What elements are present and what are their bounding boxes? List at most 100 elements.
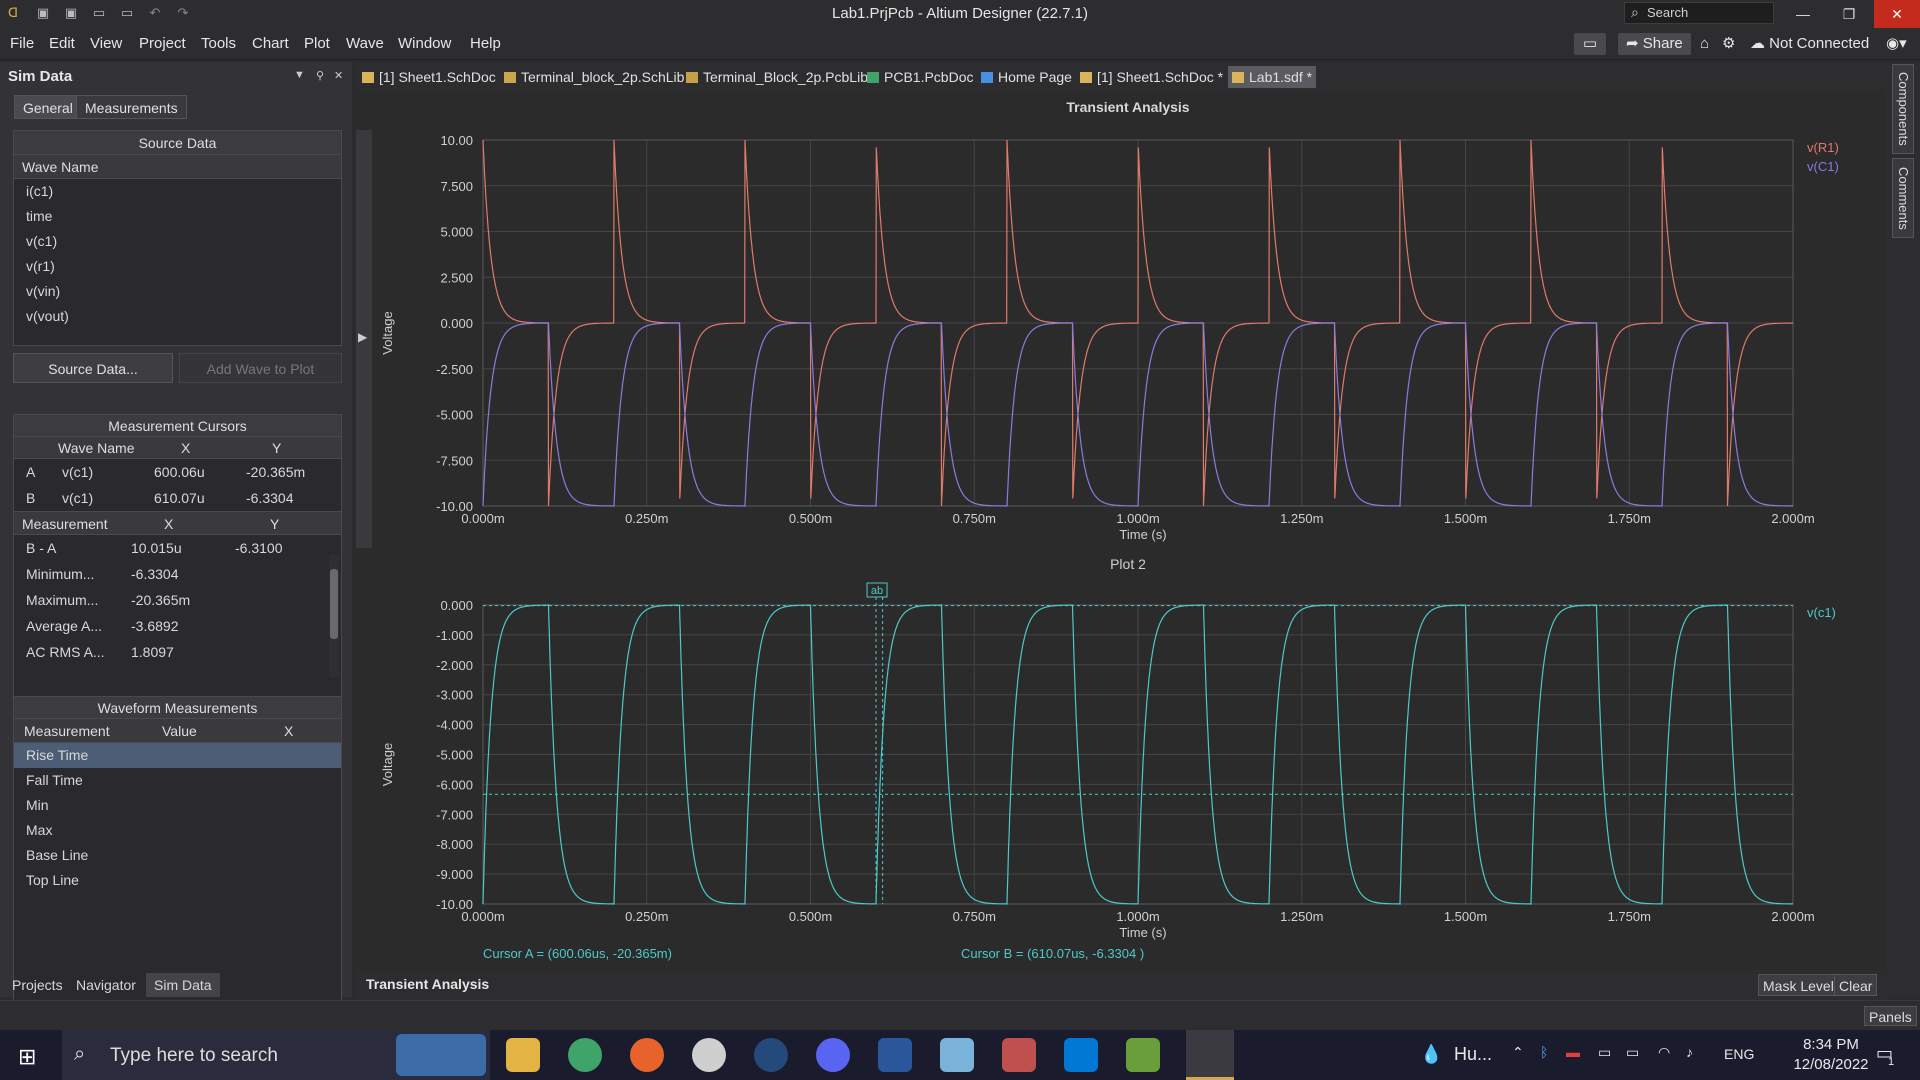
menu-edit[interactable]: Edit bbox=[49, 35, 75, 52]
menu-window[interactable]: Window bbox=[398, 35, 452, 52]
steam-icon[interactable] bbox=[754, 1038, 788, 1072]
chevron-up-icon[interactable]: ⌃ bbox=[1512, 1044, 1524, 1060]
clock-date[interactable]: 12/08/2022 bbox=[1793, 1056, 1869, 1073]
list-item[interactable]: time bbox=[26, 208, 53, 224]
home-icon[interactable]: ⌂ bbox=[1700, 35, 1710, 52]
undo-icon[interactable]: ↶ bbox=[149, 5, 161, 20]
display-icon[interactable]: ▭ bbox=[1598, 1044, 1612, 1060]
list-item[interactable]: Top Line bbox=[26, 872, 79, 888]
table-row[interactable]: Maximum... -20.365m bbox=[26, 592, 191, 608]
scrollbar-thumb[interactable] bbox=[330, 569, 338, 639]
search-input[interactable]: ⌕ Search bbox=[1624, 2, 1774, 24]
clear-button[interactable]: Clear bbox=[1834, 974, 1878, 996]
pin-icon[interactable]: ⚲ bbox=[316, 70, 325, 82]
volume-icon[interactable]: ♪ bbox=[1686, 1044, 1693, 1060]
file-explorer-icon[interactable] bbox=[506, 1038, 540, 1072]
table-row[interactable]: AC RMS A... 1.8097 bbox=[26, 644, 174, 660]
doc-tab-schlib[interactable]: Terminal_block_2p.SchLib bbox=[504, 66, 684, 88]
chatgpt-icon[interactable] bbox=[568, 1038, 602, 1072]
clock-time[interactable]: 8:34 PM bbox=[1803, 1036, 1859, 1053]
chart-area[interactable]: Transient Analysis 0.000m 0.250m 0.500m 0.75… bbox=[372, 92, 1882, 970]
firefox-icon[interactable] bbox=[630, 1038, 664, 1072]
doc-tab-sheet1-modified[interactable]: [1] Sheet1.SchDoc * bbox=[1080, 66, 1223, 88]
minimize-button[interactable]: — bbox=[1796, 6, 1810, 22]
share-button[interactable]: ➦ Share bbox=[1618, 33, 1691, 55]
table-row[interactable]: Minimum... -6.3304 bbox=[26, 566, 179, 582]
doc-tab-pcblib[interactable]: Terminal_Block_2p.PcbLib bbox=[686, 66, 868, 88]
list-item[interactable]: v(c1) bbox=[26, 233, 58, 249]
save-all-icon[interactable]: ▣ bbox=[64, 5, 78, 20]
menu-plot[interactable]: Plot bbox=[304, 35, 330, 52]
redo-icon[interactable]: ↷ bbox=[177, 5, 189, 20]
bluetooth-icon[interactable]: ᛒ bbox=[1540, 1044, 1549, 1060]
wave-name-header[interactable]: Wave Name bbox=[14, 155, 341, 179]
transient-analysis-tab[interactable]: Transient Analysis bbox=[366, 976, 490, 992]
panel-splitter[interactable]: ▶ bbox=[356, 130, 372, 548]
menu-chart[interactable]: Chart bbox=[252, 35, 289, 52]
feedback-icon[interactable]: ▭ bbox=[1574, 33, 1606, 55]
table-row[interactable]: Average A... -3.6892 bbox=[26, 618, 179, 634]
list-item[interactable]: v(r1) bbox=[26, 258, 55, 274]
list-item[interactable]: v(vout) bbox=[26, 308, 69, 324]
waveform-chart[interactable]: Transient Analysis 0.000m 0.250m 0.500m 0.75… bbox=[372, 92, 1882, 970]
open-project-icon[interactable]: ▭ bbox=[120, 5, 134, 20]
components-tab[interactable]: Components bbox=[1892, 64, 1914, 154]
doc-tab-lab1-sdf[interactable]: Lab1.sdf * bbox=[1228, 66, 1317, 88]
mask-level-button[interactable]: Mask Level bbox=[1758, 974, 1839, 996]
altium-taskbar-icon[interactable] bbox=[1186, 1030, 1234, 1080]
open-icon[interactable]: ▭ bbox=[92, 5, 106, 20]
list-item[interactable]: v(vin) bbox=[26, 283, 61, 299]
connection-status[interactable]: ☁ Not Connected bbox=[1750, 35, 1870, 52]
restore-button[interactable]: ❐ bbox=[1842, 6, 1856, 22]
menu-file[interactable]: File bbox=[10, 35, 35, 52]
source-data-button[interactable]: Source Data... bbox=[13, 353, 173, 383]
menu-view[interactable]: View bbox=[90, 35, 123, 52]
panel-menu-icon[interactable]: ▼ bbox=[294, 69, 305, 81]
table-row[interactable]: B - A 10.015u -6.3100 bbox=[26, 540, 283, 556]
weather-text[interactable]: Hu... bbox=[1454, 1044, 1493, 1064]
settings-icon[interactable]: ⚙ bbox=[1722, 35, 1736, 52]
comments-tab[interactable]: Comments bbox=[1892, 158, 1914, 238]
language-indicator[interactable]: ENG bbox=[1724, 1046, 1755, 1062]
list-item[interactable]: Min bbox=[26, 797, 49, 813]
add-wave-button[interactable]: Add Wave to Plot bbox=[179, 353, 342, 383]
close-button[interactable]: ✕ bbox=[1874, 0, 1920, 28]
expand-arrow-icon[interactable]: ▶ bbox=[358, 330, 368, 344]
doc-tab-pcb[interactable]: PCB1.PcbDoc bbox=[867, 66, 973, 88]
vscode-icon[interactable] bbox=[1064, 1038, 1098, 1072]
menu-help[interactable]: Help bbox=[470, 35, 501, 52]
tab-general[interactable]: General bbox=[14, 95, 82, 119]
git-icon[interactable] bbox=[1002, 1038, 1036, 1072]
list-item[interactable]: i(c1) bbox=[26, 183, 54, 199]
menu-wave[interactable]: Wave bbox=[346, 35, 384, 52]
measurement-scrollbar[interactable] bbox=[329, 555, 339, 677]
table-row[interactable]: A v(c1) 600.06u -20.365m bbox=[26, 464, 306, 480]
meter-icon[interactable]: ▬ bbox=[1566, 1044, 1580, 1060]
tab-projects[interactable]: Projects bbox=[12, 977, 63, 993]
list-item[interactable]: Max bbox=[26, 822, 53, 838]
app-icon[interactable] bbox=[692, 1038, 726, 1072]
panel-close-icon[interactable]: ✕ bbox=[334, 70, 344, 82]
doc-tab-sheet1[interactable]: [1] Sheet1.SchDoc bbox=[362, 66, 496, 88]
list-item[interactable]: Rise Time bbox=[14, 743, 341, 768]
notes-icon[interactable] bbox=[940, 1038, 974, 1072]
discord-icon[interactable] bbox=[816, 1038, 850, 1072]
panels-button[interactable]: Panels bbox=[1864, 1006, 1917, 1026]
doc-tab-home[interactable]: Home Page bbox=[981, 66, 1072, 88]
list-item[interactable]: Fall Time bbox=[26, 772, 83, 788]
save-icon[interactable]: ▣ bbox=[36, 5, 50, 20]
word-icon[interactable] bbox=[878, 1038, 912, 1072]
menu-project[interactable]: Project bbox=[139, 35, 186, 52]
tab-measurements[interactable]: Measurements bbox=[76, 95, 187, 119]
wifi-icon[interactable]: ◠ bbox=[1658, 1044, 1671, 1060]
table-row[interactable]: B v(c1) 610.07u -6.3304 bbox=[26, 490, 294, 506]
battery-icon[interactable]: ▭ bbox=[1626, 1044, 1640, 1060]
tab-navigator[interactable]: Navigator bbox=[76, 977, 136, 993]
menu-tools[interactable]: Tools bbox=[201, 35, 237, 52]
taskbar-search[interactable]: ⌕ Type here to search bbox=[62, 1030, 490, 1080]
list-item[interactable]: Base Line bbox=[26, 847, 89, 863]
tab-sim-data[interactable]: Sim Data bbox=[146, 973, 220, 997]
app-icon[interactable] bbox=[1126, 1038, 1160, 1072]
user-icon[interactable]: ◉▾ bbox=[1886, 35, 1907, 52]
notification-icon[interactable]: ▭ bbox=[1876, 1043, 1894, 1063]
